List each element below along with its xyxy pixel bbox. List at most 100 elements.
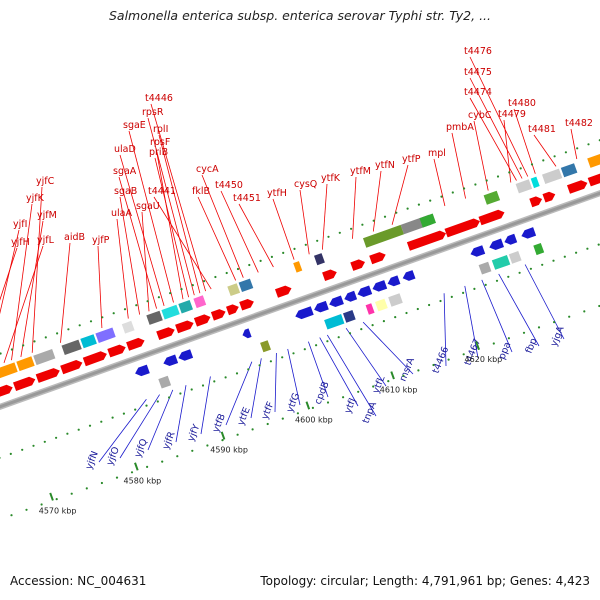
label-leader-line xyxy=(158,134,201,294)
forward-gene-arrow xyxy=(156,327,175,340)
gene-label-ytfJ: ytfJ xyxy=(343,397,359,415)
gene-label-ytfF: ytfF xyxy=(260,400,277,421)
scale-dot xyxy=(519,167,522,170)
gene-label-yjfM: yjfM xyxy=(37,210,57,221)
scale-dot xyxy=(372,219,375,222)
scale-dot xyxy=(44,336,47,339)
scale-dot xyxy=(583,310,586,313)
scale-dot xyxy=(522,331,526,334)
gene-label-t4474: t4474 xyxy=(464,87,492,98)
feature-block xyxy=(363,224,404,248)
reverse-gene-arrow xyxy=(372,280,388,292)
feature-block xyxy=(478,261,492,275)
reverse-gene-arrow xyxy=(314,300,329,313)
feature-block xyxy=(161,304,180,320)
gene-label-t4476: t4476 xyxy=(464,46,492,57)
scale-dot xyxy=(146,465,149,468)
feature-block xyxy=(343,310,356,323)
label-leader-line xyxy=(60,242,71,343)
scale-dot xyxy=(576,147,579,150)
scale-dot xyxy=(161,460,164,463)
feature-block xyxy=(95,327,116,343)
label-leader-line xyxy=(153,196,212,290)
scale-dot xyxy=(597,243,600,246)
label-leader-line xyxy=(443,293,447,367)
scale-dot xyxy=(360,328,363,331)
scale-dot xyxy=(70,492,73,495)
feature-block xyxy=(530,176,540,189)
feature-block xyxy=(0,362,18,379)
scale-dot xyxy=(100,420,103,423)
scale-dot xyxy=(508,171,511,174)
scale-dot xyxy=(473,287,476,290)
scale-dot xyxy=(507,337,510,340)
feature-block xyxy=(542,168,563,184)
gene-label-ytfE: ytfE xyxy=(236,406,253,427)
scale-dot xyxy=(326,401,330,404)
feature-block xyxy=(260,340,271,353)
scale-dot xyxy=(78,324,81,327)
scale-dot xyxy=(586,247,589,250)
reverse-gene-arrow xyxy=(402,270,416,281)
feature-block xyxy=(533,243,545,256)
label-leader-line xyxy=(220,190,259,273)
scale-dot xyxy=(101,316,104,319)
scale-dot xyxy=(417,369,420,372)
scale-dot xyxy=(32,444,35,447)
scale-dot xyxy=(371,324,374,327)
forward-gene-arrow xyxy=(542,191,556,203)
scale-tick-label: 4570 kbp xyxy=(39,507,77,516)
forward-gene-arrow xyxy=(478,209,505,226)
scale-tick-label: 4590 kbp xyxy=(210,446,248,455)
forward-gene-arrow xyxy=(567,180,588,194)
gene-label-yjfP: yjfP xyxy=(92,235,110,246)
scale-dot xyxy=(326,340,329,343)
label-leader-line xyxy=(326,334,377,417)
feature-block xyxy=(178,300,193,314)
feature-block xyxy=(515,179,533,194)
label-leader-line xyxy=(141,211,150,312)
scale-dot xyxy=(43,440,46,443)
reverse-gene-arrow xyxy=(387,275,401,287)
feature-block xyxy=(227,283,241,296)
scale-dot xyxy=(134,408,137,411)
label-leader-line xyxy=(372,170,382,232)
label-leader-line xyxy=(272,198,295,260)
scale-dot xyxy=(169,292,172,295)
scale-dot xyxy=(303,348,306,351)
scale-dot xyxy=(40,503,43,506)
scale-dot xyxy=(247,368,250,371)
scale-dot xyxy=(201,384,205,387)
scale-dot xyxy=(281,356,284,359)
scale-dot xyxy=(236,433,239,436)
scale-dot xyxy=(564,151,568,154)
scale-dot xyxy=(259,259,262,262)
label-leader-line xyxy=(20,220,44,357)
label-leader-line xyxy=(469,56,529,177)
scale-dot xyxy=(383,215,387,218)
scale-dot xyxy=(462,291,465,294)
gene-label-sgaB: sgaB xyxy=(114,186,137,197)
feature-block xyxy=(158,375,172,389)
gene-label-t4441: t4441 xyxy=(148,186,176,197)
label-leader-line xyxy=(116,218,129,319)
scale-dot xyxy=(130,471,134,474)
scale-dot xyxy=(145,404,148,407)
scale-dot xyxy=(496,175,500,178)
label-leader-line xyxy=(118,176,157,309)
map-title: Salmonella enterica subsp. enterica sero… xyxy=(108,8,492,23)
scale-dot xyxy=(337,336,340,339)
gene-label-t4479: t4479 xyxy=(498,109,526,120)
scale-dot xyxy=(55,498,58,501)
forward-gene-arrow xyxy=(444,218,480,238)
label-leader-line xyxy=(433,158,446,207)
gene-label-yjfQ: yjfQ xyxy=(133,437,150,459)
scale-tick-label: 4580 kbp xyxy=(124,477,162,486)
scale-dot xyxy=(462,353,465,356)
reverse-gene-arrow xyxy=(489,238,504,250)
scale-dot xyxy=(474,183,477,186)
feature-block xyxy=(314,253,325,266)
reverse-gene-arrow xyxy=(295,306,314,320)
label-leader-line xyxy=(200,376,211,435)
gene-label-rpsR: rpsR xyxy=(142,107,164,118)
